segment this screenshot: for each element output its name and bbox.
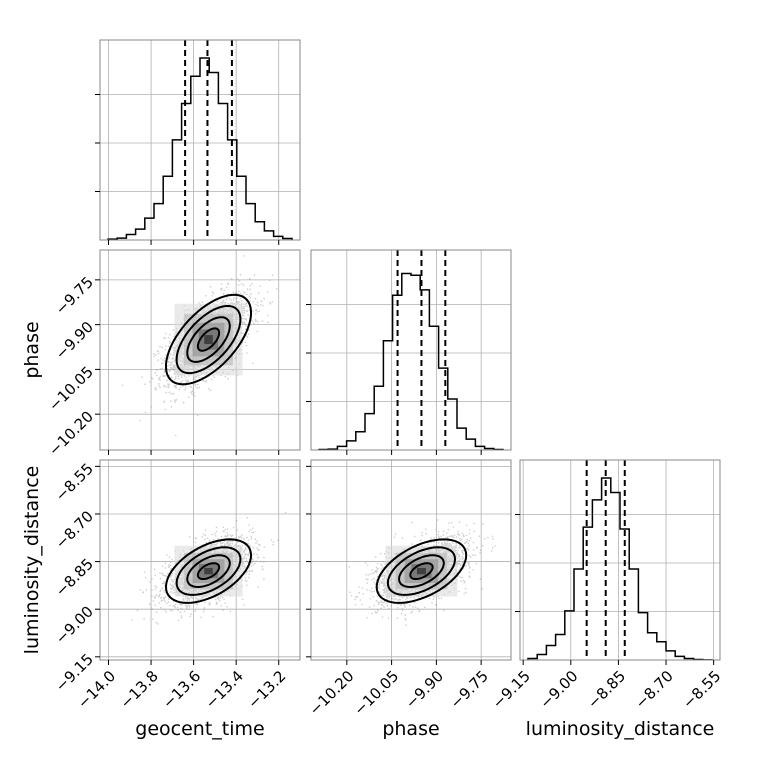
x-tick-label: −8.85	[584, 667, 629, 712]
axes-frame	[310, 249, 512, 451]
x-axis-label: phase	[382, 718, 439, 740]
x-tick-label: −8.55	[679, 667, 724, 712]
contour-line	[386, 546, 457, 596]
scatter-panel-geocent_time-phase	[95, 249, 301, 455]
y-tick-label: −10.05	[45, 363, 97, 415]
axes-frame	[99, 459, 301, 661]
contour-line	[398, 554, 445, 589]
scatter-panel-geocent_time-luminosity_distance	[95, 459, 301, 665]
y-tick-label: −9.90	[52, 318, 97, 363]
hist-panel-luminosity_distance	[515, 459, 721, 665]
y-tick-label: −8.55	[52, 460, 97, 505]
x-tick-label: −13.2	[244, 667, 289, 712]
axes-frame	[99, 39, 301, 241]
y-tick-label: −9.75	[52, 273, 97, 318]
x-tick-label: −9.75	[447, 667, 492, 712]
y-tick-label: −10.20	[45, 407, 97, 459]
x-tick-label: −13.4	[202, 667, 247, 712]
scatter-panel-phase-luminosity_distance	[306, 459, 512, 665]
y-tick-label: −8.70	[52, 507, 97, 552]
contour-line	[409, 562, 434, 580]
x-tick-label: −9.90	[402, 667, 447, 712]
x-tick-label: −13.6	[159, 667, 204, 712]
contour-line	[164, 538, 253, 604]
x-axis-label: geocent_time	[135, 718, 264, 740]
density-bin	[416, 567, 426, 575]
y-axis-label: luminosity_distance	[21, 466, 43, 655]
x-tick-label: −9.00	[536, 667, 581, 712]
axes-frame	[310, 459, 512, 661]
axes-frame	[99, 249, 301, 451]
contour-line	[165, 293, 252, 386]
histogram-geocent_time	[107, 57, 293, 240]
histogram-phase	[318, 272, 504, 450]
hist-panel-phase	[306, 249, 512, 455]
x-tick-label: −13.8	[117, 667, 162, 712]
hist-panel-geocent_time	[95, 39, 301, 245]
x-tick-label: −10.05	[350, 667, 402, 719]
contour-line	[175, 546, 242, 596]
density-bin	[204, 335, 213, 345]
contour-line	[196, 327, 221, 352]
contour-line	[196, 562, 221, 580]
contour-line	[186, 554, 231, 589]
y-tick-label: −9.00	[52, 602, 97, 647]
axes-frame	[519, 459, 721, 661]
x-tick-label: −8.70	[632, 667, 677, 712]
density-bin	[204, 567, 213, 575]
contour-line	[175, 305, 242, 375]
x-tick-label: −10.20	[306, 667, 358, 719]
contour-line	[375, 538, 468, 604]
x-tick-label: −9.15	[489, 667, 534, 712]
x-axis-label: luminosity_distance	[526, 718, 715, 740]
y-tick-label: −8.85	[52, 555, 97, 600]
contour-line	[186, 316, 231, 363]
histogram-luminosity_distance	[527, 477, 713, 660]
y-axis-label: phase	[21, 321, 43, 378]
